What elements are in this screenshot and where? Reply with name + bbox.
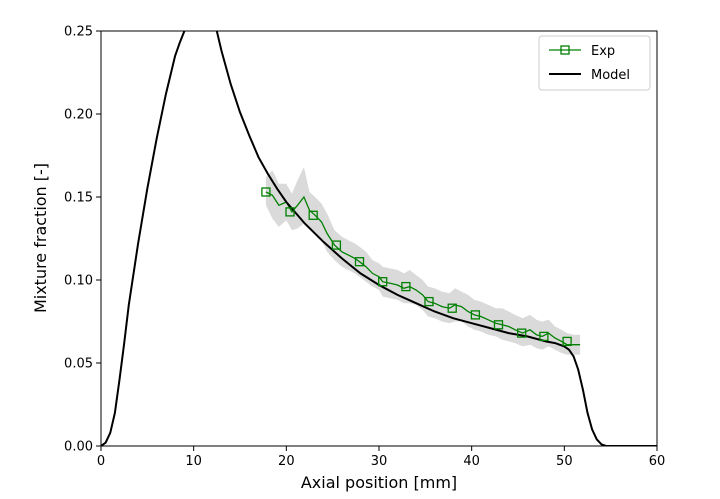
y-tick-label: 0.15	[64, 191, 93, 206]
x-axis-label: Axial position [mm]	[301, 473, 457, 492]
x-tick-label: 10	[185, 454, 202, 469]
exp-marker	[493, 320, 504, 330]
legend-exp-label: Exp	[591, 44, 615, 59]
legend: Exp Model	[538, 35, 651, 91]
exp-markers	[261, 187, 572, 347]
x-tick-label: 50	[556, 454, 573, 469]
exp-marker	[308, 210, 318, 220]
exp-marker	[470, 310, 481, 320]
y-tick-label: 0.10	[64, 274, 93, 289]
x-tick-label: 0	[97, 454, 105, 469]
x-tick-label: 30	[371, 454, 388, 469]
y-axis-ticks: 0.00 0.05 0.10 0.15 0.20 0.25	[64, 25, 101, 455]
exp-marker	[261, 187, 271, 197]
exp-marker	[401, 281, 411, 292]
exp-marker	[354, 257, 365, 267]
y-tick-label: 0.20	[64, 108, 93, 123]
y-axis-label: Mixture fraction [-]	[31, 163, 50, 313]
exp-marker	[424, 296, 434, 307]
exp-marker	[285, 207, 295, 217]
legend-model-label: Model	[591, 68, 630, 83]
exp-marker	[517, 328, 527, 338]
y-tick-label: 0.00	[64, 440, 93, 455]
legend-exp-marker	[560, 45, 570, 55]
x-tick-label: 60	[649, 454, 666, 469]
x-axis-ticks: 0 10 20 30 40 50 60	[97, 446, 665, 469]
exp-series-line	[265, 191, 581, 346]
exp-marker	[331, 240, 342, 250]
x-tick-label: 40	[463, 454, 480, 469]
exp-marker	[562, 336, 572, 347]
exp-uncertainty-band	[265, 167, 581, 355]
x-tick-label: 20	[278, 454, 295, 469]
model-series-line	[101, 31, 657, 446]
exp-marker	[539, 331, 549, 342]
plot-background	[101, 31, 657, 446]
exp-marker	[447, 303, 457, 313]
y-tick-label: 0.05	[64, 357, 93, 372]
exp-marker	[378, 277, 388, 287]
y-tick-label: 0.25	[64, 25, 93, 40]
